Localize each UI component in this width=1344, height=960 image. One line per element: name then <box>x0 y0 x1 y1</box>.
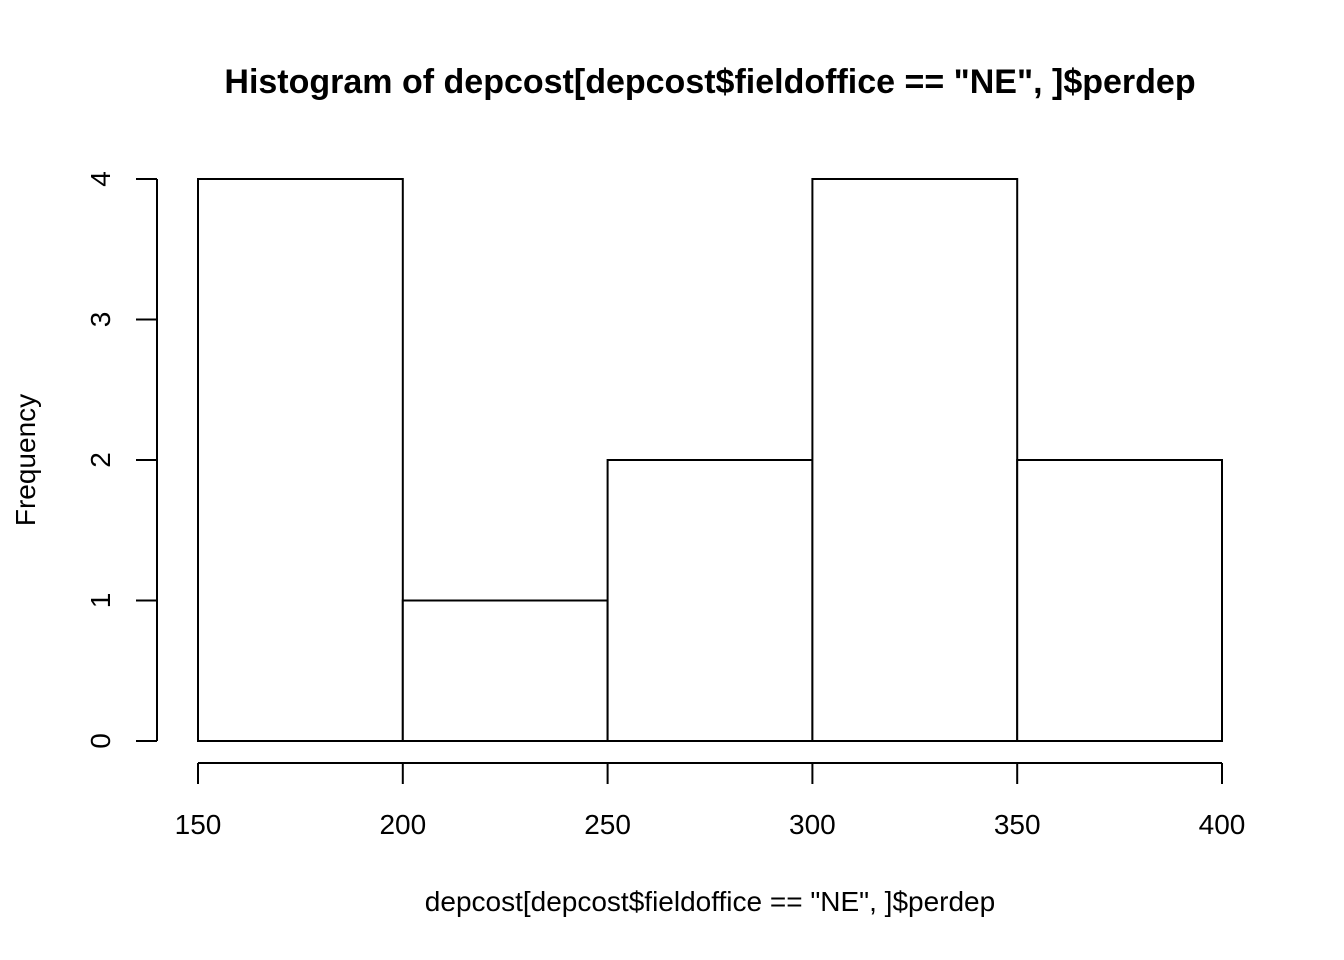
x-axis: 150 200 250 300 350 400 <box>175 762 1246 840</box>
histogram-bar-4 <box>811 178 1019 742</box>
x-tick-label: 400 <box>1199 809 1246 840</box>
y-tick-label: 2 <box>85 452 116 468</box>
x-tick-label: 200 <box>379 809 426 840</box>
histogram-bars <box>197 178 1224 742</box>
y-axis-label: Frequency <box>10 394 41 526</box>
x-tick-label: 250 <box>584 809 631 840</box>
x-tick-label: 350 <box>994 809 1041 840</box>
histogram-bar-3 <box>606 459 814 742</box>
y-tick-label: 3 <box>85 312 116 328</box>
y-tick-label: 4 <box>85 171 116 187</box>
x-tick-label: 300 <box>789 809 836 840</box>
histogram-bar-1 <box>197 178 404 742</box>
histogram-bar-5 <box>1016 459 1224 742</box>
histogram-bar-2 <box>401 599 609 742</box>
y-tick-label: 1 <box>85 593 116 609</box>
y-axis: 0 1 2 3 4 <box>85 171 158 749</box>
x-axis-label: depcost[depcost$fieldoffice == "NE", ]$p… <box>425 886 995 917</box>
chart-title: Histogram of depcost[depcost$fieldoffice… <box>224 63 1195 101</box>
x-tick-label: 150 <box>175 809 222 840</box>
y-tick-label: 0 <box>85 733 116 749</box>
